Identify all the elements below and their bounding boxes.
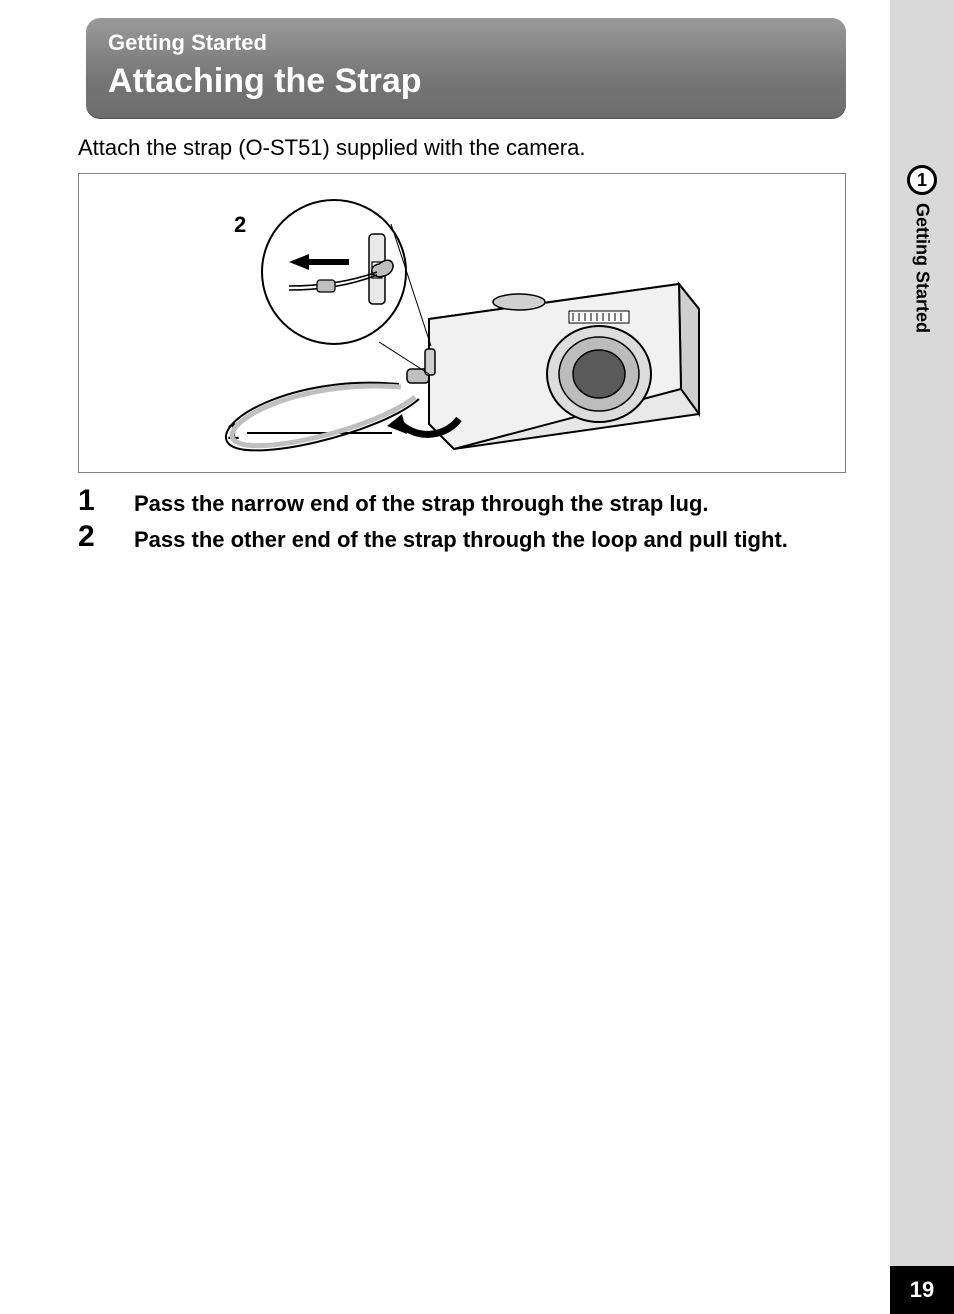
chapter-label: Getting Started	[912, 203, 933, 333]
step-text: Pass the other end of the strap through …	[134, 521, 788, 555]
step-number: 2	[78, 521, 134, 553]
page-number: 19	[890, 1266, 954, 1314]
step-row: 1 Pass the narrow end of the strap throu…	[78, 485, 846, 519]
intro-text: Attach the strap (O-ST51) supplied with …	[78, 135, 890, 161]
header-banner: Getting Started Attaching the Strap	[86, 18, 846, 119]
chapter-tab: 1 Getting Started	[900, 165, 944, 333]
chapter-number-badge: 1	[907, 165, 937, 195]
step-text: Pass the narrow end of the strap through…	[134, 485, 709, 519]
side-tab-region: 1 Getting Started 19	[890, 0, 954, 1314]
header-title: Attaching the Strap	[108, 62, 824, 101]
step-row: 2 Pass the other end of the strap throug…	[78, 521, 846, 555]
header-section: Getting Started	[108, 30, 824, 56]
step-number: 1	[78, 485, 134, 517]
steps-list: 1 Pass the narrow end of the strap throu…	[78, 485, 846, 554]
strap-figure: 2 1	[78, 173, 846, 473]
camera-illustration	[79, 174, 847, 474]
page-content: Getting Started Attaching the Strap Atta…	[0, 0, 890, 1314]
